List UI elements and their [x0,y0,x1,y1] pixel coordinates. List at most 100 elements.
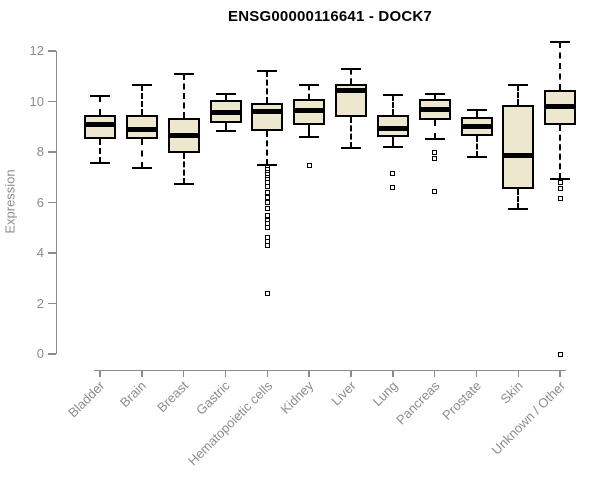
x-tick [141,371,143,377]
lower-whisker-cap [131,167,152,170]
lower-whisker [99,139,101,164]
y-tick [48,50,56,52]
x-category-label: Breast [154,377,192,415]
upper-whisker-cap [90,95,110,98]
lower-whisker [266,130,269,165]
lower-whisker-cap [550,177,571,180]
upper-whisker [140,85,143,116]
median-line [293,107,326,113]
y-tick [48,151,56,153]
lower-whisker [391,136,394,147]
upper-whisker-cap [215,92,236,95]
lower-whisker [182,153,185,184]
upper-whisker [350,68,353,84]
y-tick-label: 12 [29,43,44,58]
outlier-point [264,189,270,195]
upper-whisker-cap [508,84,529,87]
chart-title: ENSG00000116641 - DOCK7 [228,8,432,25]
lower-whisker-cap [90,162,110,165]
lower-whisker [224,122,227,131]
upper-whisker-cap [550,41,571,44]
outlier-point [264,194,270,200]
median-line [502,153,535,159]
x-category-label: Pancreas [392,377,443,427]
lower-whisker-cap [424,138,445,141]
median-line [544,104,577,110]
median-line [125,126,158,132]
median-line [376,125,409,131]
upper-whisker-cap [424,92,445,95]
lower-whisker [433,120,436,140]
lower-whisker [559,125,562,179]
x-axis [94,369,567,371]
lower-whisker-cap [215,129,236,132]
outlier-point [390,170,396,176]
x-tick [308,371,310,377]
lower-whisker [308,125,311,137]
lower-whisker-cap [341,147,362,150]
lower-whisker-cap [257,163,278,166]
lower-whisker-cap [299,135,320,138]
x-category-label: Bladder [65,377,108,420]
median-line [251,109,284,115]
upper-whisker-cap [382,94,403,97]
upper-whisker [266,71,269,103]
lower-whisker-cap [382,145,403,148]
iqr-box [84,115,116,140]
upper-whisker [517,85,520,106]
x-tick [475,371,478,377]
median-line [209,110,242,116]
upper-whisker [391,95,394,116]
upper-whisker-cap [257,70,278,73]
y-tick [48,353,56,355]
outlier-point [390,184,396,190]
y-tick [48,201,56,204]
upper-whisker [99,96,101,116]
x-tick [99,371,101,377]
y-tick-label: 2 [36,295,44,311]
x-tick [559,371,561,377]
x-tick [266,371,269,377]
x-tick [350,371,352,377]
outlier-point [557,196,563,202]
y-tick-label: 8 [36,144,44,159]
lower-whisker [350,116,353,149]
lower-whisker [517,188,520,209]
x-tick [182,371,185,377]
y-tick [48,252,56,254]
lower-whisker [140,139,143,169]
outlier-point [306,163,312,169]
x-category-label: Gastric [193,377,234,418]
outlier-point [264,212,270,218]
lower-whisker-cap [508,207,529,210]
upper-whisker [224,93,227,101]
x-category-label: Lung [369,377,401,409]
upper-whisker [559,42,562,91]
y-tick [48,100,56,103]
upper-whisker-cap [173,72,194,75]
median-line [167,133,200,139]
upper-whisker-cap [299,84,320,87]
x-tick [392,371,394,377]
x-category-label: Prostate [439,377,485,423]
upper-whisker [475,110,478,117]
y-tick-label: 0 [36,346,44,361]
outlier-point [264,206,270,212]
y-tick-label: 6 [36,194,44,210]
x-category-label: Liver [328,377,359,409]
median-line [418,106,451,112]
x-tick [433,371,436,377]
upper-whisker-cap [466,109,487,112]
x-category-label: Skin [497,377,527,406]
outlier-point [264,200,270,205]
outlier-point [557,179,563,185]
lower-whisker-cap [173,182,194,185]
y-tick [48,302,56,305]
upper-whisker [433,93,436,99]
outlier-point [264,225,270,231]
x-category-label: Brain [117,377,150,410]
upper-whisker-cap [131,84,152,87]
lower-whisker [475,135,478,158]
